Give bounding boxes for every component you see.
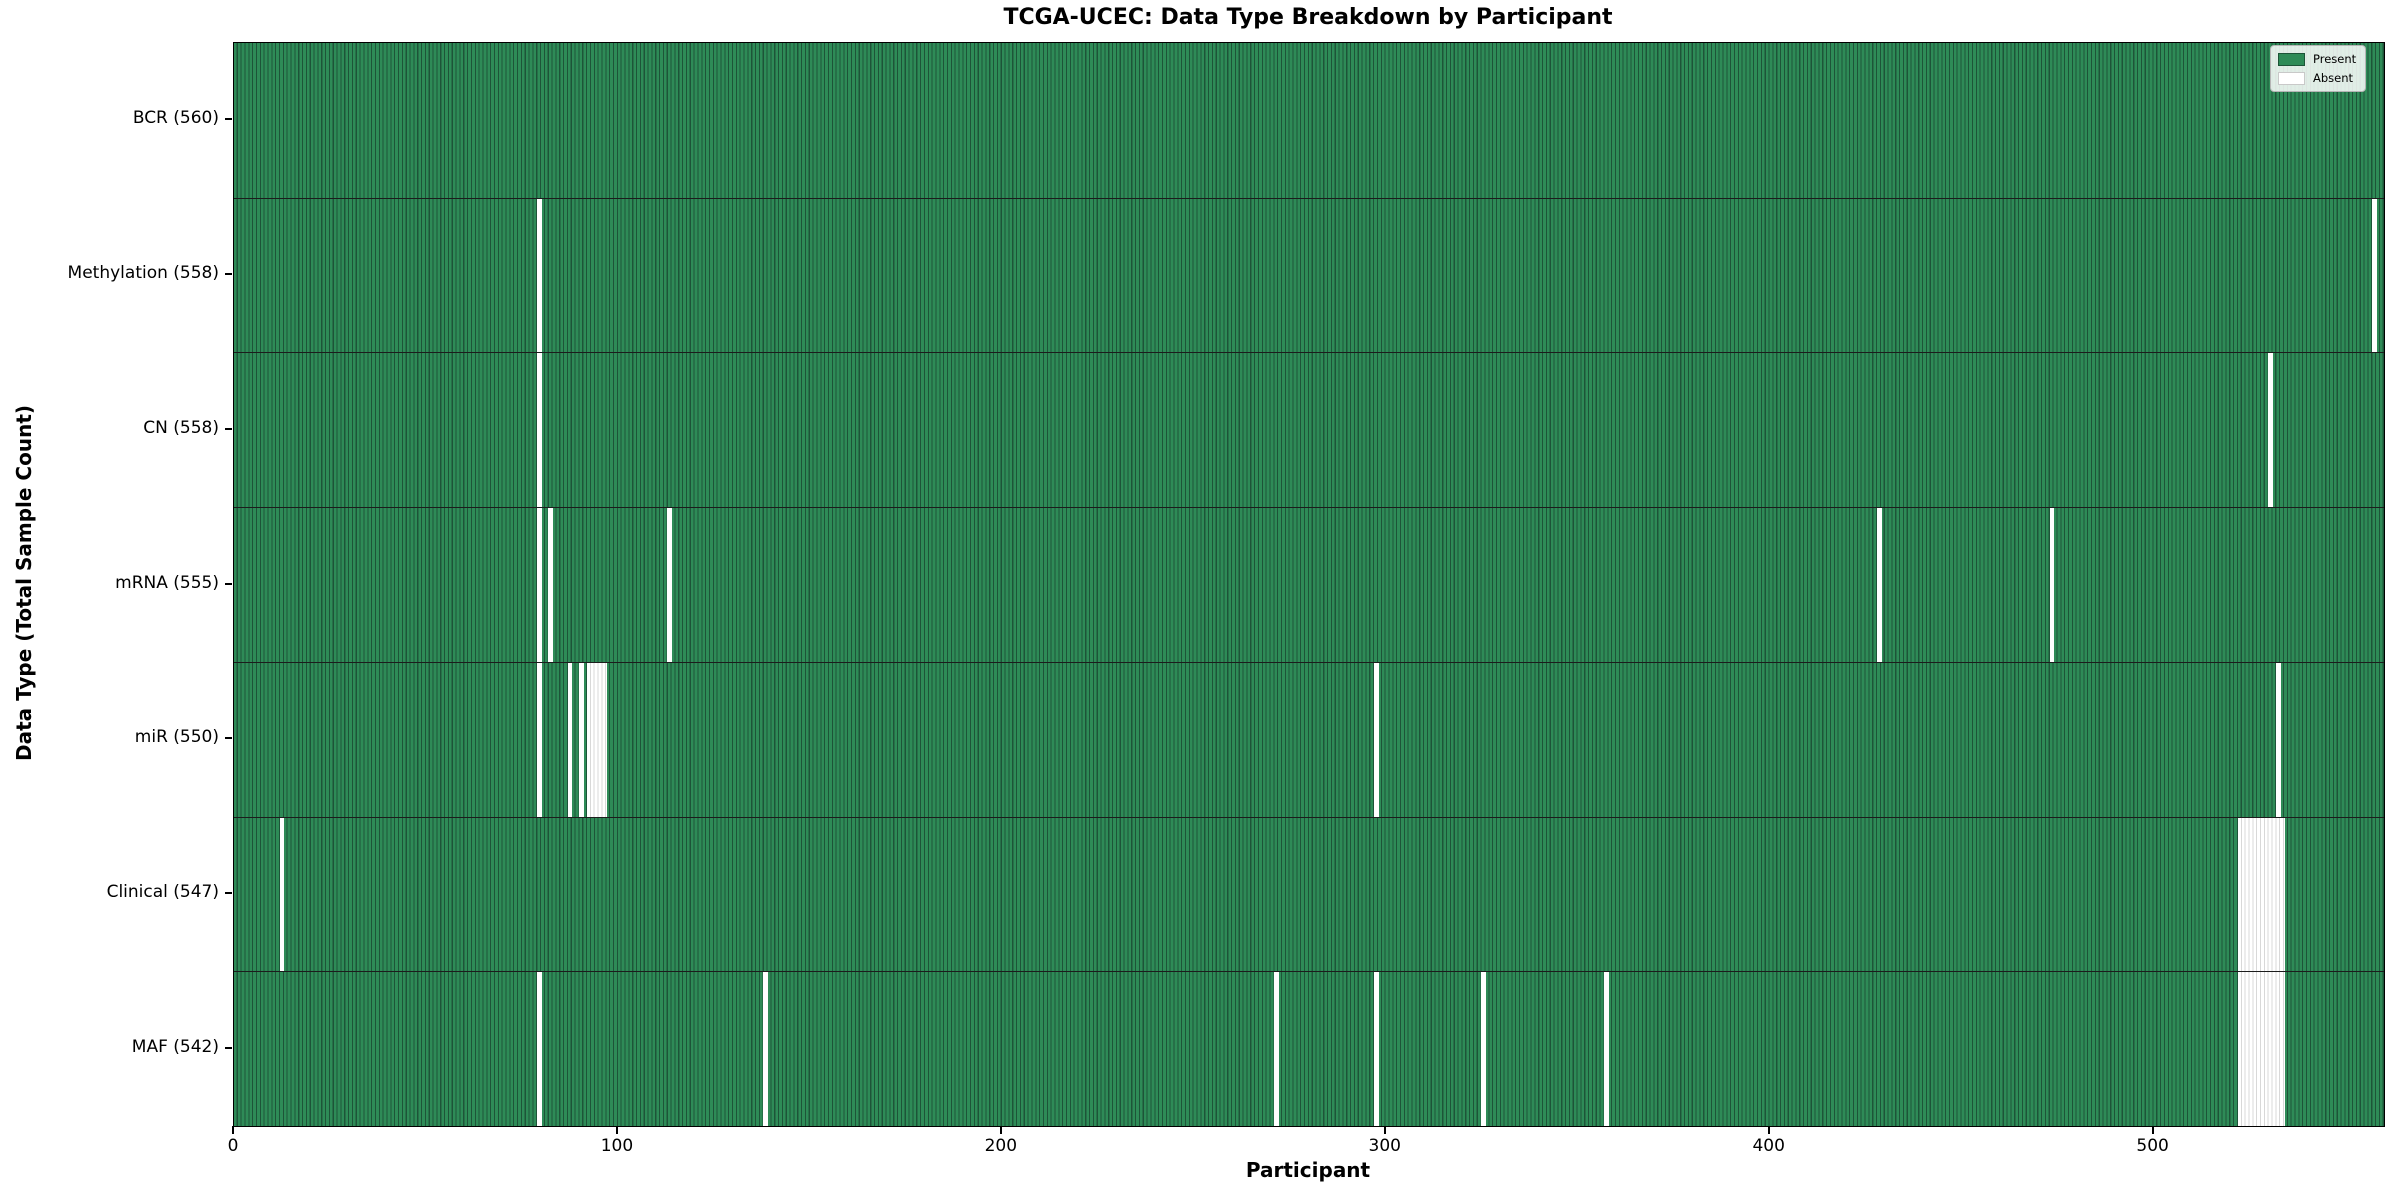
absent-gap: [2268, 353, 2274, 508]
x-tick-mark: [1383, 1126, 1386, 1134]
y-tick-label-methylation: Methylation (558): [67, 263, 219, 284]
absent-gap: [1373, 662, 1379, 817]
chart-title: TCGA-UCEC: Data Type Breakdown by Partic…: [1003, 5, 1613, 30]
row-bcr: [234, 43, 2384, 198]
legend: Present Absent: [2270, 45, 2367, 92]
x-tick-label-100: 100: [600, 1136, 634, 1156]
y-tick-mark: [225, 1046, 232, 1049]
absent-gap: [667, 508, 673, 662]
y-tick-mark: [225, 582, 232, 585]
y-tick-label-mrna: mRNA (555): [115, 572, 219, 593]
row-mir: [234, 661, 2384, 817]
absent-gap: [2237, 817, 2285, 972]
x-tick-mark: [2151, 1126, 2154, 1134]
absent-gap: [763, 972, 769, 1126]
absent-gap: [1274, 972, 1279, 1126]
legend-absent-label: Absent: [2313, 71, 2354, 85]
absent-gap: [536, 972, 542, 1126]
x-tick-mark: [232, 1126, 234, 1134]
plot-area: [233, 42, 2385, 1127]
x-tick-label-400: 400: [1752, 1136, 1785, 1156]
absent-gap: [2276, 662, 2281, 817]
absent-gap: [279, 817, 285, 972]
row-cn: [234, 352, 2384, 508]
y-tick-label-maf: MAF (542): [131, 1036, 219, 1057]
row-methylation: [234, 197, 2384, 353]
absent-gap: [1876, 508, 1882, 662]
legend-entry-absent: Absent: [2278, 71, 2356, 85]
absent-gap: [567, 662, 573, 817]
x-tick-mark: [1767, 1126, 1770, 1134]
absent-gap: [2237, 972, 2285, 1126]
x-tick-label-300: 300: [1368, 1136, 1402, 1156]
y-tick-mark: [225, 737, 232, 740]
x-tick-label-0: 0: [227, 1136, 239, 1156]
legend-present-label: Present: [2313, 52, 2357, 66]
absent-gap: [579, 662, 584, 817]
row-maf: [234, 971, 2384, 1126]
absent-gap: [2372, 198, 2377, 353]
x-tick-mark: [999, 1126, 1002, 1134]
absent-gap: [536, 198, 542, 353]
absent-gap: [548, 508, 554, 662]
absent-gap: [536, 508, 542, 662]
x-tick-mark: [615, 1126, 618, 1134]
absent-gap: [1481, 972, 1487, 1126]
y-tick-mark: [225, 891, 232, 894]
row-clinical: [234, 816, 2384, 972]
absent-gap: [2049, 508, 2055, 662]
absent-gap: [536, 662, 542, 817]
absent-swatch-icon: [2278, 71, 2305, 85]
legend-entry-present: Present: [2278, 52, 2356, 66]
x-tick-label-200: 200: [984, 1136, 1018, 1156]
absent-gap: [586, 662, 607, 817]
absent-gap: [1373, 972, 1379, 1126]
y-tick-mark: [225, 427, 232, 430]
row-mrna: [234, 507, 2384, 662]
y-tick-label-clinical: Clinical (547): [106, 881, 219, 902]
y-tick-label-cn: CN (558): [143, 417, 219, 438]
absent-gap: [536, 353, 542, 508]
present-swatch-icon: [2278, 52, 2305, 66]
absent-gap: [1604, 972, 1609, 1126]
y-tick-mark: [225, 118, 232, 121]
y-tick-mark: [225, 273, 232, 276]
x-axis-label: Participant: [1245, 1158, 1371, 1182]
x-tick-label-500: 500: [2136, 1136, 2169, 1156]
y-tick-label-bcr: BCR (560): [132, 108, 219, 129]
y-tick-label-mir: miR (550): [134, 727, 219, 748]
